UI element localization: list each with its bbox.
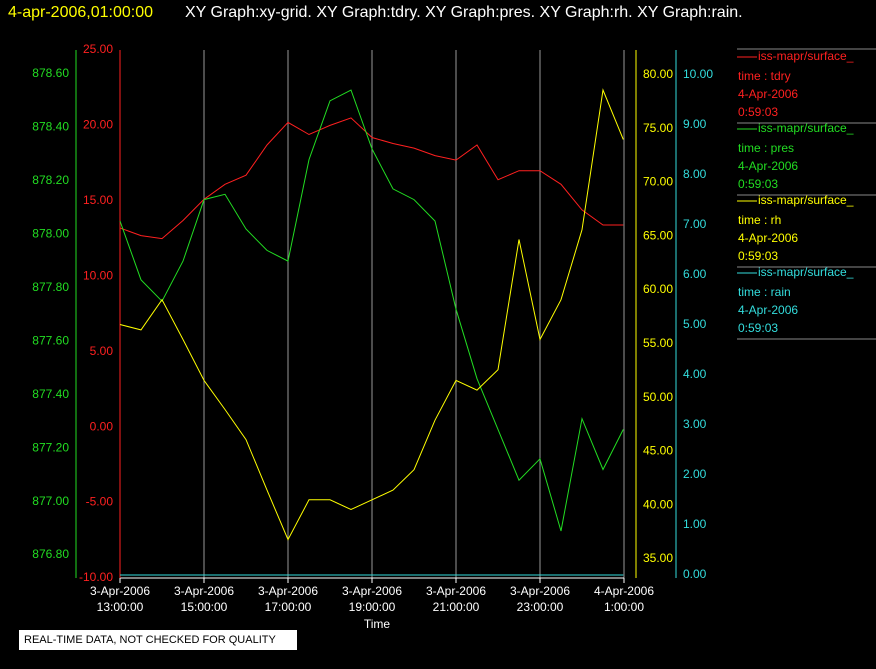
- y-tick-label: 7.00: [683, 217, 707, 231]
- x-tick-label: 17:00:00: [265, 600, 312, 614]
- y-tick-label: -10.00: [79, 570, 113, 584]
- y-tick-label: 3.00: [683, 417, 707, 431]
- y-tick-label: 10.00: [683, 67, 713, 81]
- x-axis-label: Time: [364, 617, 391, 631]
- y-tick-label: 60.00: [643, 282, 673, 296]
- y-tick-label: 25.00: [83, 42, 113, 56]
- y-tick-label: 2.00: [683, 467, 707, 481]
- y-tick-label: 0.00: [90, 419, 114, 433]
- y-tick-label: 70.00: [643, 175, 673, 189]
- y-tick-label: 4.00: [683, 367, 707, 381]
- legend-detail: 4-Apr-2006: [738, 159, 798, 173]
- y-tick-label: 35.00: [643, 551, 673, 565]
- y-tick-label: 65.00: [643, 228, 673, 242]
- legend-detail: 0:59:03: [738, 177, 778, 191]
- legend-detail: time : pres: [738, 141, 794, 155]
- x-tick-label: 23:00:00: [517, 600, 564, 614]
- y-tick-label: 75.00: [643, 121, 673, 135]
- x-tick-label: 3-Apr-2006: [426, 584, 486, 598]
- y-tick-label: 878.00: [32, 227, 69, 241]
- y-tick-label: 878.60: [32, 66, 69, 80]
- y-tick-label: 10.00: [83, 268, 113, 282]
- y-tick-label: 55.00: [643, 336, 673, 350]
- y-tick-label: 878.40: [32, 120, 69, 134]
- x-tick-label: 19:00:00: [349, 600, 396, 614]
- legend-detail: 0:59:03: [738, 249, 778, 263]
- footer-box: [19, 630, 297, 650]
- y-tick-label: 5.00: [90, 344, 114, 358]
- x-tick-label: 21:00:00: [433, 600, 480, 614]
- y-tick-label: 5.00: [683, 317, 707, 331]
- y-tick-label: 877.00: [32, 494, 69, 508]
- y-tick-label: 20.00: [83, 118, 113, 132]
- y-tick-label: 15.00: [83, 193, 113, 207]
- y-tick-label: 8.00: [683, 167, 707, 181]
- y-tick-label: 877.40: [32, 387, 69, 401]
- y-tick-label: 1.00: [683, 517, 707, 531]
- legend-name: iss-mapr/surface_: [758, 265, 854, 279]
- legend-name: iss-mapr/surface_: [758, 121, 854, 135]
- x-tick-label: 4-Apr-2006: [594, 584, 654, 598]
- y-tick-label: 876.80: [32, 547, 69, 561]
- x-tick-label: 1:00:00: [604, 600, 644, 614]
- x-tick-label: 3-Apr-2006: [174, 584, 234, 598]
- legend-detail: 0:59:03: [738, 105, 778, 119]
- series-line: [119, 89, 624, 532]
- legend-name: iss-mapr/surface_: [758, 193, 854, 207]
- y-tick-label: 50.00: [643, 390, 673, 404]
- y-tick-label: 0.00: [683, 567, 707, 581]
- legend-detail: time : tdry: [738, 69, 791, 83]
- y-tick-label: 6.00: [683, 267, 707, 281]
- legend-detail: 4-Apr-2006: [738, 303, 798, 317]
- y-tick-label: 45.00: [643, 444, 673, 458]
- legend-name: iss-mapr/surface_: [758, 49, 854, 63]
- y-tick-label: 878.20: [32, 173, 69, 187]
- y-tick-label: 877.80: [32, 280, 69, 294]
- x-tick-label: 3-Apr-2006: [510, 584, 570, 598]
- legend-detail: 0:59:03: [738, 321, 778, 335]
- y-tick-label: -5.00: [86, 495, 114, 509]
- legend-detail: 4-Apr-2006: [738, 231, 798, 245]
- footer-text: REAL-TIME DATA, NOT CHECKED FOR QUALITY: [24, 634, 276, 646]
- legend-detail: 4-Apr-2006: [738, 87, 798, 101]
- y-tick-label: 40.00: [643, 497, 673, 511]
- x-tick-label: 3-Apr-2006: [258, 584, 318, 598]
- x-tick-label: 3-Apr-2006: [342, 584, 402, 598]
- y-tick-label: 80.00: [643, 67, 673, 81]
- y-tick-label: 9.00: [683, 117, 707, 131]
- series-line: [119, 88, 624, 541]
- y-tick-label: 877.20: [32, 440, 69, 454]
- x-tick-label: 13:00:00: [97, 600, 144, 614]
- legend-detail: time : rain: [738, 285, 791, 299]
- x-tick-label: 15:00:00: [181, 600, 228, 614]
- chart-title: XY Graph:xy-grid. XY Graph:tdry. XY Grap…: [185, 4, 743, 21]
- x-tick-label: 3-Apr-2006: [90, 584, 150, 598]
- legend-detail: time : rh: [738, 213, 781, 227]
- y-tick-label: 877.60: [32, 333, 69, 347]
- time-label: 4-apr-2006,01:00:00: [8, 4, 153, 21]
